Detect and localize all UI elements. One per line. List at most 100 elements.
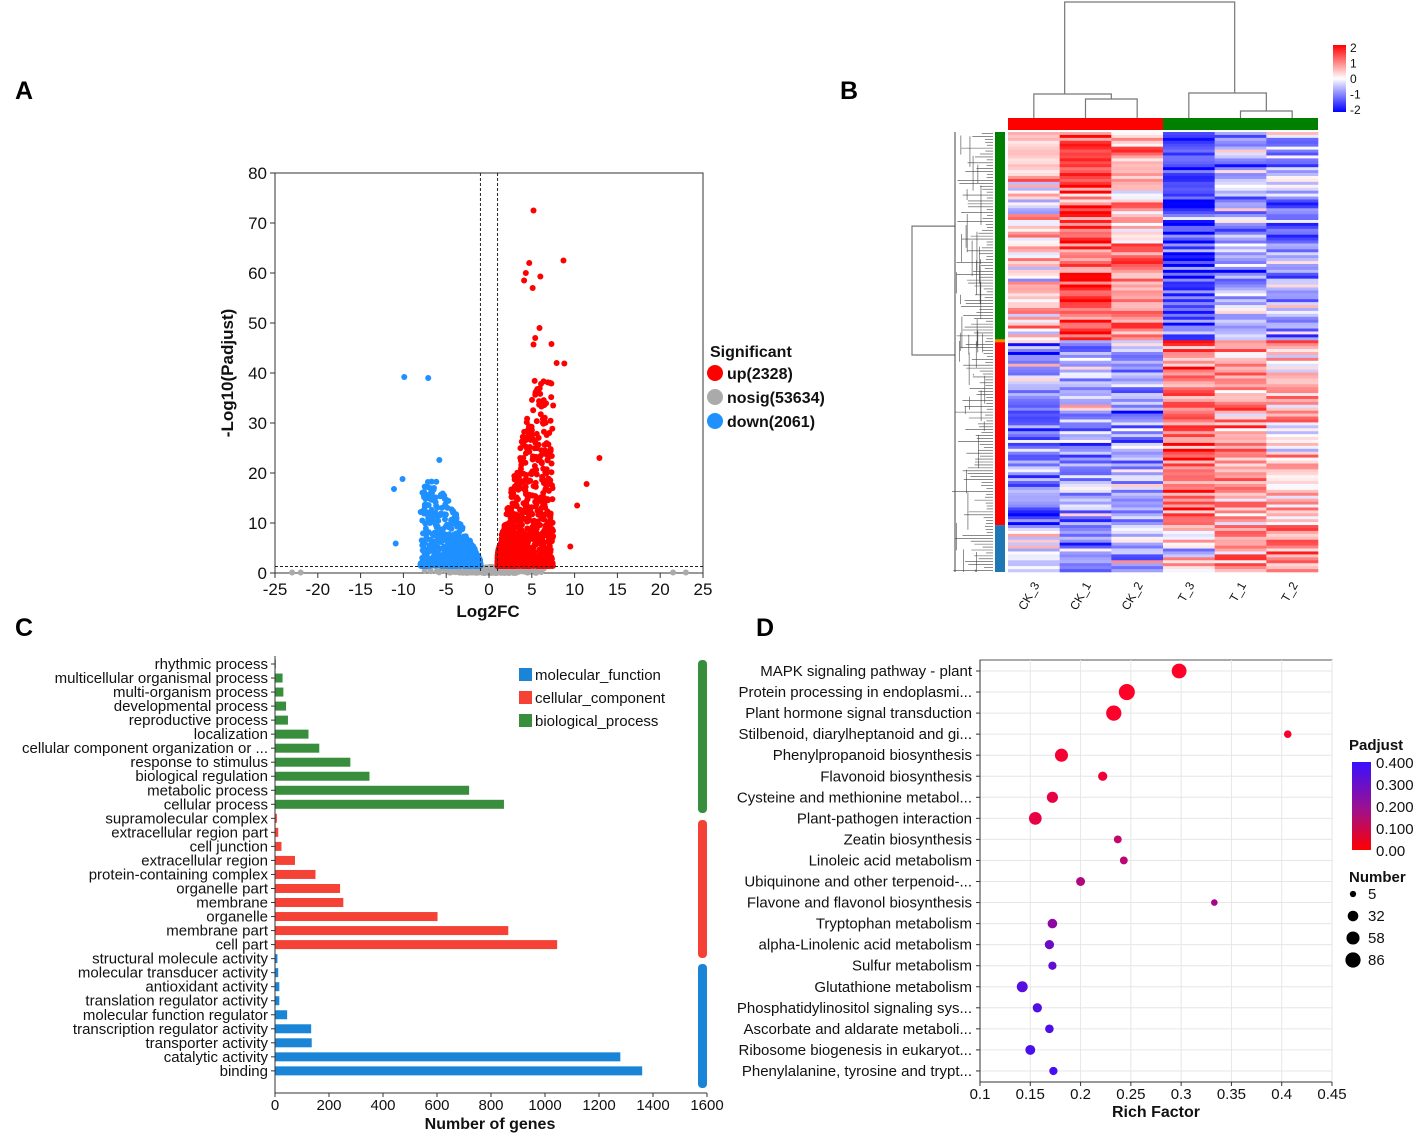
- legend-label: nosig(53634): [727, 390, 825, 407]
- pathway-label: Sulfur metabolism: [852, 958, 972, 975]
- heatmap-cell: [1008, 228, 1060, 233]
- heatmap-cell: [1008, 369, 1060, 373]
- heatmap-cell: [1214, 214, 1267, 218]
- heatmap-cell: [1266, 325, 1319, 329]
- heatmap-cell: [1059, 240, 1112, 244]
- heatmap-cell: [1059, 445, 1112, 450]
- heatmap-cell: [1008, 252, 1060, 256]
- heatmap-cell: [1111, 437, 1164, 441]
- heatmap-cell: [1163, 214, 1215, 218]
- heatmap-cell: [1214, 149, 1267, 153]
- heatmap-cell: [1008, 246, 1060, 250]
- heatmap-cell: [1059, 384, 1112, 388]
- heatmap-cell: [1059, 352, 1112, 356]
- heatmap-cell: [1214, 331, 1267, 335]
- heatmap-cell: [1059, 272, 1112, 277]
- bar: [275, 785, 470, 795]
- heatmap-cell: [1111, 516, 1164, 520]
- heatmap-cell: [1266, 173, 1319, 177]
- heatmap-cell: [1163, 349, 1215, 353]
- column-label: CK_1: [1067, 579, 1094, 612]
- pathway-label: Cysteine and methionine metabol...: [737, 789, 972, 806]
- heatmap-cell: [1111, 349, 1164, 353]
- heatmap-cell: [1163, 419, 1215, 423]
- down-point: [444, 504, 451, 511]
- heatmap-cell: [1008, 184, 1060, 189]
- heatmap-cell: [1214, 140, 1267, 145]
- heatmap-cell: [1163, 155, 1215, 159]
- heatmap-cell: [1266, 451, 1319, 455]
- heatmap-cell: [1111, 140, 1164, 145]
- heatmap-cell: [1266, 516, 1319, 520]
- x-tick-label: -15: [348, 580, 373, 599]
- heatmap-cell: [1266, 419, 1319, 423]
- heatmap-cell: [1163, 478, 1215, 482]
- heatmap-cell: [1214, 463, 1267, 467]
- heatmap-cell: [1266, 542, 1319, 546]
- up-point: [537, 539, 544, 546]
- heatmap-cell: [1059, 357, 1112, 362]
- heatmap-cell: [1163, 187, 1215, 191]
- heatmap-cell: [1266, 551, 1319, 555]
- heatmap-cell: [1111, 486, 1164, 491]
- bar: [275, 926, 509, 936]
- heatmap-cell: [1266, 211, 1319, 215]
- heatmap-cell: [1059, 378, 1112, 382]
- up-point: [531, 445, 538, 452]
- up-point: [523, 531, 530, 538]
- heatmap-cell: [1266, 463, 1319, 467]
- up-point: [539, 557, 546, 564]
- heatmap-cell: [1214, 448, 1267, 453]
- heatmap-cell: [1008, 501, 1060, 505]
- heatmap-cell: [1059, 542, 1112, 546]
- heatmap-cell: [1059, 422, 1112, 426]
- heatmap-cell: [1214, 419, 1267, 423]
- heatmap-cell: [1008, 504, 1060, 508]
- bubble: [1032, 1003, 1042, 1013]
- bubble: [1076, 877, 1086, 886]
- heatmap-cell: [1214, 319, 1267, 323]
- heatmap-cell: [1059, 264, 1112, 268]
- heatmap-cell: [1163, 372, 1215, 376]
- heatmap-cell: [1111, 319, 1164, 323]
- heatmap-cell: [1163, 199, 1215, 203]
- heatmap-cell: [1214, 155, 1267, 159]
- up-point: [538, 380, 545, 387]
- heatmap-cell: [1008, 381, 1060, 385]
- heatmap-cell: [1008, 305, 1060, 309]
- heatmap-cell: [1163, 178, 1215, 183]
- heatmap-cell: [1163, 237, 1215, 241]
- down-point: [399, 476, 406, 482]
- heatmap-cell: [1059, 510, 1112, 514]
- heatmap-cell: [1059, 489, 1112, 494]
- bar: [275, 996, 280, 1006]
- heatmap-cell: [1214, 536, 1267, 541]
- heatmap-cell: [1111, 340, 1164, 344]
- heatmap-cell: [1059, 137, 1112, 142]
- heatmap-cell: [1111, 217, 1164, 221]
- heatmap-cell: [1163, 337, 1215, 341]
- heatmap-cell: [1266, 469, 1319, 473]
- heatmap-cell: [1214, 360, 1267, 365]
- heatmap-cell: [1163, 234, 1215, 238]
- heatmap-cell: [1008, 422, 1060, 426]
- pathway-label: Plant hormone signal transduction: [745, 705, 972, 722]
- heatmap-cell: [1008, 146, 1060, 150]
- up-point: [544, 519, 551, 526]
- y-tick-label: 60: [248, 264, 267, 283]
- heatmap-cell: [1163, 393, 1215, 397]
- legend-label: up(2328): [727, 366, 793, 383]
- heatmap-cell: [1266, 407, 1319, 411]
- heatmap-cell: [1214, 533, 1267, 538]
- up-point: [529, 562, 536, 569]
- heatmap-cell: [1266, 208, 1319, 212]
- heatmap-cell: [1059, 302, 1112, 306]
- heatmap-cell: [1266, 378, 1319, 382]
- heatmap-cell: [1266, 445, 1319, 450]
- heatmap-cell: [1163, 313, 1215, 318]
- category-label: reproductive process: [129, 712, 268, 729]
- heatmap-cell: [1163, 410, 1215, 414]
- heatmap-cell: [1163, 434, 1215, 438]
- heatmap-cell: [1214, 266, 1267, 271]
- category-label: organelle: [206, 909, 268, 926]
